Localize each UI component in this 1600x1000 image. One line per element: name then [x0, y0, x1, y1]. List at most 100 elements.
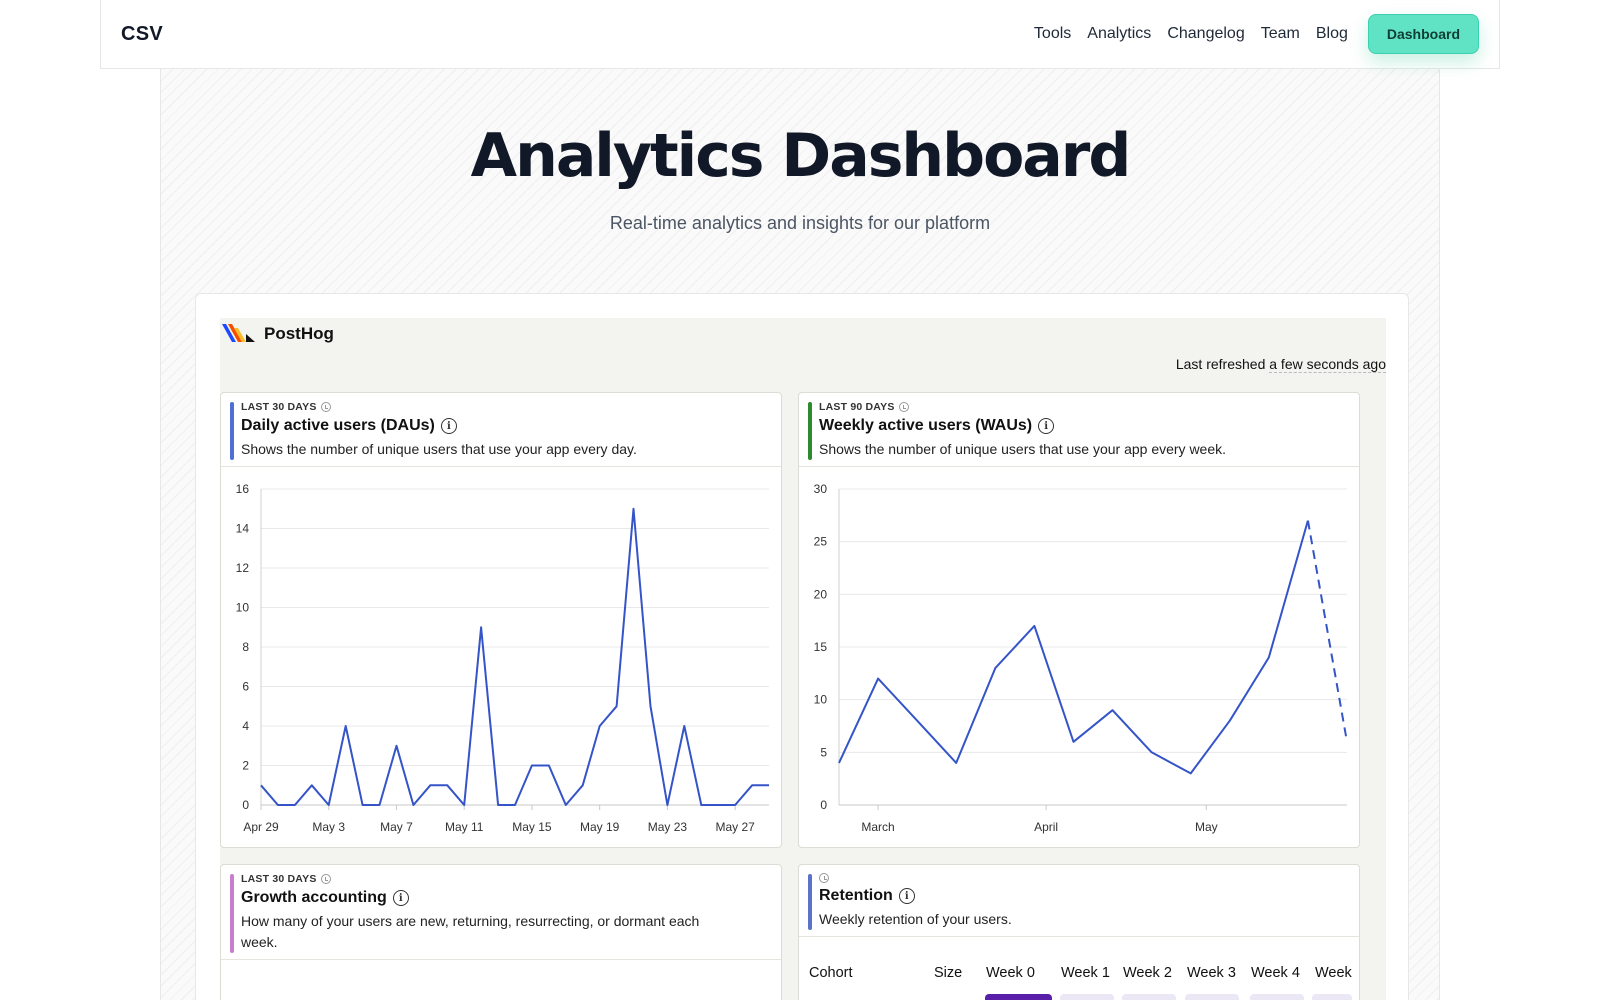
dau-data-point[interactable] — [580, 782, 586, 788]
dau-data-point[interactable] — [563, 802, 569, 808]
dau-data-point[interactable] — [393, 743, 399, 749]
wau-data-point[interactable] — [914, 718, 920, 724]
retention-col-week0: Week 0 — [986, 965, 1035, 981]
wau-data-point[interactable] — [1188, 770, 1194, 776]
dau-data-point[interactable] — [427, 782, 433, 788]
nav-link-changelog[interactable]: Changelog — [1167, 25, 1245, 42]
wau-data-point[interactable] — [1227, 718, 1233, 724]
nav-link-team[interactable]: Team — [1260, 25, 1300, 42]
dau-data-point[interactable] — [664, 802, 670, 808]
dau-data-point[interactable] — [478, 624, 484, 630]
dau-data-point[interactable] — [326, 802, 332, 808]
dau-data-point[interactable] — [732, 802, 738, 808]
dau-data-point[interactable] — [343, 723, 349, 729]
last-refreshed-time[interactable]: a few seconds ago — [1269, 356, 1386, 373]
wau-data-point[interactable] — [1110, 707, 1116, 713]
dau-data-point[interactable] — [292, 802, 298, 808]
dau-data-point[interactable] — [546, 763, 552, 769]
wau-data-point[interactable] — [836, 760, 842, 766]
clock-icon — [819, 873, 829, 883]
dau-data-point[interactable] — [512, 802, 518, 808]
dau-series-line[interactable] — [260, 507, 769, 806]
retention-cell-week3[interactable] — [1185, 994, 1239, 1000]
retention-period — [819, 873, 1347, 883]
last-refreshed-label: Last refreshed — [1175, 356, 1266, 372]
dau-data-point[interactable] — [631, 506, 637, 512]
wau-data-point[interactable] — [1305, 518, 1311, 524]
retention-cell-week1[interactable] — [1060, 994, 1114, 1000]
wau-data-point[interactable] — [953, 760, 959, 766]
wau-series-line-incomplete[interactable] — [1306, 520, 1348, 742]
dau-data-point[interactable] — [309, 782, 315, 788]
growth-description: How many of your users are new, returnin… — [241, 913, 700, 950]
wau-period-label: LAST 90 DAYS — [819, 401, 895, 413]
wau-card-header: LAST 90 DAYS Weekly active users (WAUs) … — [799, 393, 1359, 467]
posthog-logo[interactable]: PostHog — [222, 324, 334, 344]
dau-data-point[interactable] — [698, 802, 704, 808]
dau-data-point[interactable] — [360, 802, 366, 808]
wau-data-point[interactable] — [1031, 623, 1037, 629]
wau-data-point[interactable] — [992, 665, 998, 671]
page-title: Analytics Dashboard — [470, 121, 1132, 191]
wau-data-point[interactable] — [1070, 739, 1076, 745]
retention-cell-week2[interactable] — [1122, 994, 1176, 1000]
dau-card: LAST 30 DAYS Daily active users (DAUs) i… — [220, 392, 782, 848]
wau-x-tick-label: May — [1195, 820, 1218, 834]
dau-data-point[interactable] — [749, 782, 755, 788]
info-icon[interactable]: i — [898, 888, 915, 904]
info-icon[interactable]: i — [440, 418, 457, 434]
dau-data-point[interactable] — [258, 782, 264, 788]
growth-title[interactable]: Growth accounting — [241, 889, 387, 906]
dau-data-point[interactable] — [495, 802, 501, 808]
dau-data-point[interactable] — [377, 802, 383, 808]
dau-x-tick-label: May 23 — [648, 820, 688, 834]
wau-y-tick-label: 0 — [820, 798, 827, 812]
dau-data-point[interactable] — [410, 802, 416, 808]
dau-data-point[interactable] — [715, 802, 721, 808]
info-icon[interactable]: i — [392, 890, 409, 906]
dau-data-point[interactable] — [681, 723, 687, 729]
nav-link-tools[interactable]: Tools — [1033, 25, 1072, 42]
info-icon[interactable]: i — [1038, 418, 1055, 434]
wau-data-point[interactable] — [1266, 655, 1272, 661]
dau-title[interactable]: Daily active users (DAUs) — [241, 417, 435, 434]
dau-x-tick-label: Apr 29 — [243, 820, 279, 834]
dau-line-chart[interactable]: 0 2 4 6 8 10 12 14 16 Apr 29 May 3 May 7 May 11 May 1… — [221, 469, 782, 848]
nav-links: Tools Analytics Changelog Team Blog Dash… — [1034, 14, 1479, 54]
nav-link-blog[interactable]: Blog — [1315, 25, 1348, 42]
dau-title-row: Daily active users (DAUs) i — [241, 417, 769, 435]
wau-card: LAST 90 DAYS Weekly active users (WAUs) … — [798, 392, 1360, 848]
dau-data-point[interactable] — [766, 782, 772, 788]
retention-cell-week0[interactable] — [985, 994, 1052, 1000]
wau-data-point[interactable] — [1149, 749, 1155, 755]
dau-y-tick-label: 4 — [242, 719, 249, 733]
dau-data-point[interactable] — [597, 723, 603, 729]
dau-data-point[interactable] — [529, 763, 535, 769]
wau-y-tick-label: 20 — [814, 587, 828, 601]
dau-data-point[interactable] — [614, 703, 620, 709]
dau-data-point[interactable] — [647, 703, 653, 709]
retention-title[interactable]: Retention — [819, 887, 893, 904]
dau-data-point[interactable] — [275, 802, 281, 808]
dau-data-point[interactable] — [444, 782, 450, 788]
nav-link-analytics[interactable]: Analytics — [1087, 25, 1152, 42]
dashboard-button[interactable]: Dashboard — [1367, 14, 1479, 54]
dau-data-point[interactable] — [461, 802, 467, 808]
wau-data-point[interactable] — [1344, 739, 1350, 745]
dau-y-tick-label: 6 — [242, 680, 249, 694]
retention-cell-week4[interactable] — [1250, 994, 1304, 1000]
wau-y-tick-label: 30 — [814, 482, 828, 496]
clock-icon — [898, 402, 909, 412]
retention-title-row: Retention i — [819, 887, 1347, 905]
brand-logo[interactable]: CSV — [121, 22, 164, 45]
dau-card-header: LAST 30 DAYS Daily active users (DAUs) i… — [221, 393, 781, 467]
wau-data-point[interactable] — [875, 676, 881, 682]
retention-cell-week5[interactable] — [1312, 994, 1352, 1000]
wau-x-tick-label: March — [861, 820, 894, 834]
dau-y-tick-label: 14 — [236, 522, 250, 536]
wau-title[interactable]: Weekly active users (WAUs) — [819, 417, 1033, 434]
wau-series-line[interactable] — [838, 520, 1309, 775]
wau-line-chart[interactable]: 0 5 10 15 20 25 30 March April May — [799, 469, 1360, 848]
wau-title-row: Weekly active users (WAUs) i — [819, 417, 1347, 435]
dau-x-tick-label: May 11 — [445, 820, 484, 834]
